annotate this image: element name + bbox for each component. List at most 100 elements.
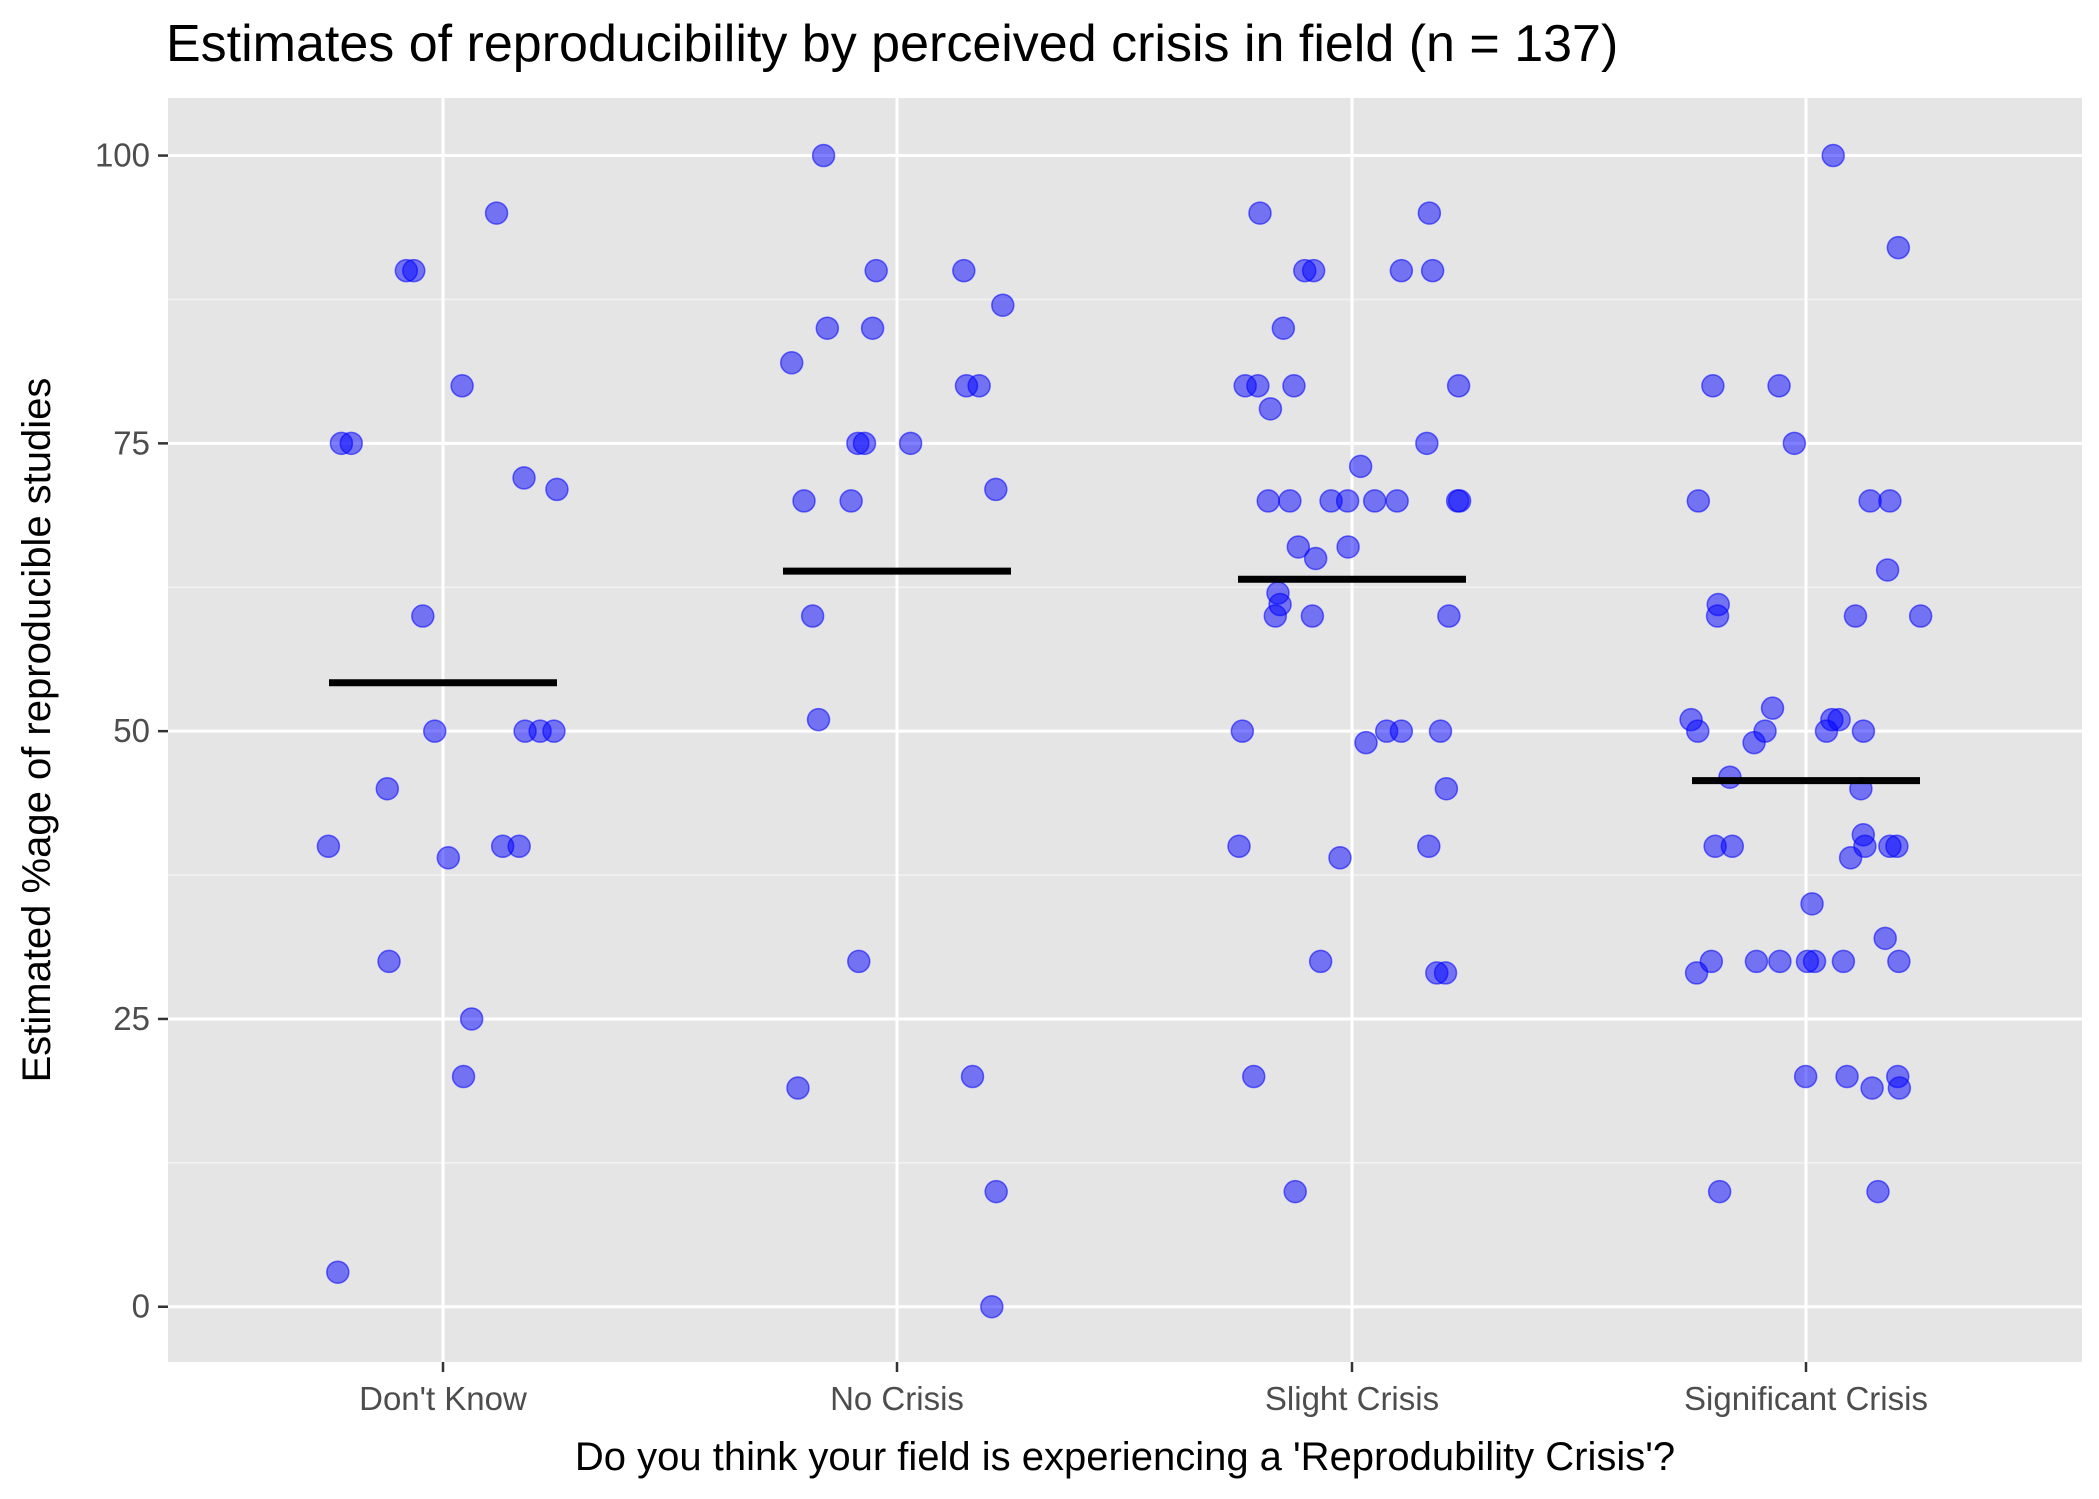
data-point [984, 477, 1008, 502]
data-point [779, 351, 804, 375]
data-point [459, 1007, 484, 1031]
data-point [984, 1179, 1008, 1204]
data-point [1768, 949, 1792, 974]
minor-gridlines [168, 298, 2082, 1164]
data-point [1686, 719, 1710, 743]
y-tick-label: 25 [113, 1000, 150, 1037]
data-point [1417, 201, 1442, 225]
data-point [1835, 1064, 1859, 1089]
data-point [545, 477, 569, 502]
data-point [375, 776, 400, 801]
data-point [513, 719, 537, 743]
data-point [811, 143, 836, 168]
data-point [800, 604, 825, 628]
data-points [316, 143, 1933, 1319]
data-point [860, 316, 885, 340]
data-point [1707, 1179, 1732, 1204]
data-point [1263, 604, 1288, 628]
data-point [394, 258, 419, 283]
data-point [1760, 696, 1785, 720]
data-point [1873, 926, 1897, 951]
data-point [512, 466, 536, 490]
data-point [1300, 604, 1325, 628]
data-point [1308, 949, 1333, 974]
data-point [1420, 258, 1445, 283]
data-point [1227, 834, 1251, 859]
data-point [1720, 834, 1745, 859]
data-point [1242, 1064, 1266, 1089]
data-point [1843, 604, 1868, 628]
data-point [1701, 374, 1725, 398]
data-point [1875, 558, 1900, 582]
data-point [1286, 535, 1311, 559]
data-point [1335, 489, 1360, 513]
data-point [1362, 489, 1387, 513]
data-point [1230, 719, 1255, 743]
data-point [1282, 374, 1306, 398]
data-point [1283, 1179, 1307, 1204]
data-point [980, 1294, 1004, 1319]
data-point [542, 719, 566, 743]
data-point [1821, 143, 1845, 168]
data-point [1878, 489, 1902, 513]
data-point [1686, 489, 1711, 513]
data-point [1271, 316, 1296, 340]
data-point [864, 258, 888, 283]
data-point [1742, 730, 1766, 755]
data-point [815, 316, 840, 340]
data-point [1860, 1076, 1884, 1100]
data-point [316, 834, 341, 859]
data-point [1838, 846, 1863, 870]
data-point [1328, 846, 1352, 870]
data-point [411, 604, 435, 628]
data-point [1434, 776, 1459, 801]
x-tick-label: Don't Know [359, 1380, 527, 1417]
data-point [1887, 1076, 1912, 1100]
x-axis: Don't Know No Crisis Slight Crisis Signific… [359, 1362, 1928, 1417]
data-point [1866, 1179, 1890, 1204]
data-point [326, 1260, 350, 1284]
data-point [1348, 454, 1373, 479]
data-point [1385, 489, 1409, 513]
data-point [1336, 535, 1360, 559]
data-point [484, 201, 509, 225]
y-tick-label: 75 [113, 424, 150, 461]
data-point [1354, 730, 1378, 755]
data-point [1446, 374, 1471, 398]
data-point [507, 834, 531, 859]
data-point [436, 846, 461, 870]
data-point [1831, 949, 1856, 974]
y-tick-label: 100 [95, 137, 150, 174]
data-point [1767, 374, 1791, 398]
y-axis-title: Estimated %age of reproducible studies [15, 378, 59, 1083]
data-point [1246, 374, 1270, 398]
data-point [960, 1064, 985, 1089]
chart-title: Estimates of reproducibility by perceive… [166, 15, 1619, 73]
data-point [1417, 834, 1441, 859]
data-point [952, 258, 976, 283]
data-point [1278, 489, 1302, 513]
data-point [1851, 719, 1876, 743]
data-point [422, 719, 447, 743]
data-point [451, 1064, 476, 1089]
y-tick-label: 50 [113, 712, 150, 749]
data-point [377, 949, 401, 974]
data-point [1374, 719, 1399, 743]
data-point [846, 431, 870, 456]
data-point [1858, 489, 1882, 513]
y-axis: 0 25 50 75 100 [95, 137, 168, 1325]
data-point [1437, 604, 1461, 628]
data-point [967, 374, 991, 398]
data-point [1887, 949, 1911, 974]
data-point [450, 374, 474, 398]
x-tick-label: Slight Crisis [1265, 1380, 1439, 1417]
data-point [339, 431, 363, 456]
x-tick-label: No Crisis [830, 1380, 964, 1417]
mean-lines [329, 567, 1920, 785]
data-point [1258, 397, 1283, 421]
data-point [1782, 431, 1807, 456]
x-axis-title: Do you think your field is experiencing … [575, 1435, 1675, 1479]
data-point [792, 489, 816, 513]
data-point [847, 949, 871, 974]
data-point [1447, 489, 1472, 513]
